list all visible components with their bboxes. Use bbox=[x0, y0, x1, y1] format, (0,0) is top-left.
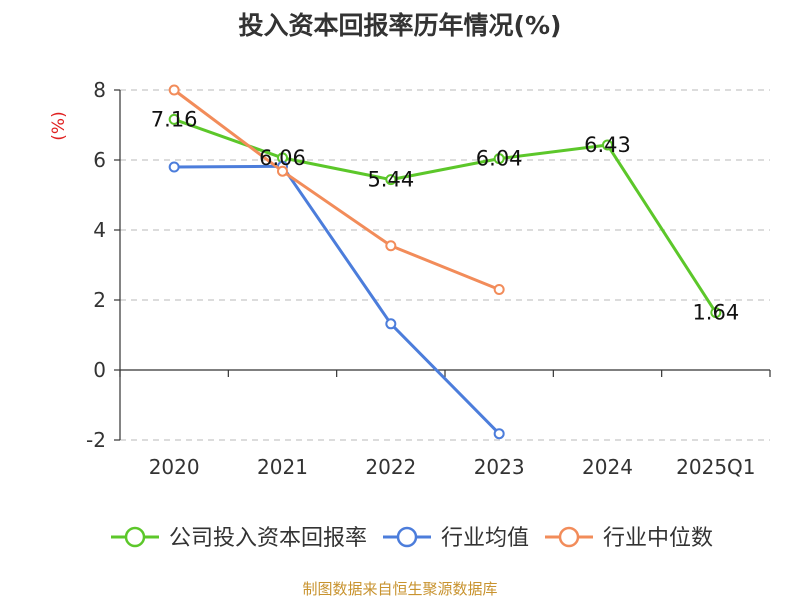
line-chart: -2 0 2 4 6 8 2020 2021 2022 2023 2024 2025Q1 (%) 7.1… bbox=[0, 0, 800, 600]
y-tick-label: 4 bbox=[93, 218, 106, 242]
data-label: 6.06 bbox=[259, 146, 306, 170]
legend-label: 公司投入资本回报率 bbox=[169, 526, 367, 551]
source-note: 制图数据来自恒生聚源数据库 bbox=[0, 578, 800, 599]
y-axis-unit-label: (%) bbox=[49, 111, 69, 140]
legend: 公司投入资本回报率 行业均值 行业中位数 bbox=[111, 526, 713, 551]
data-label: 6.43 bbox=[584, 133, 631, 157]
data-point bbox=[170, 163, 179, 172]
data-label: 7.16 bbox=[151, 107, 198, 131]
data-point bbox=[386, 319, 395, 328]
legend-label: 行业均值 bbox=[441, 526, 529, 551]
x-tick-label: 2020 bbox=[149, 455, 200, 479]
data-label: 5.44 bbox=[367, 168, 414, 192]
x-tick-label: 2025Q1 bbox=[676, 455, 755, 479]
x-tick-label: 2021 bbox=[257, 455, 308, 479]
grid-lines bbox=[120, 90, 770, 440]
series-lines bbox=[170, 86, 721, 439]
y-tick-label: 2 bbox=[93, 288, 106, 312]
data-label: 6.04 bbox=[476, 147, 523, 171]
legend-marker bbox=[560, 528, 578, 546]
x-tick-label: 2022 bbox=[365, 455, 416, 479]
legend-marker bbox=[398, 528, 416, 546]
data-point bbox=[386, 241, 395, 250]
data-point bbox=[495, 285, 504, 294]
data-label: 1.64 bbox=[692, 301, 739, 325]
y-tick-label: -2 bbox=[86, 428, 106, 452]
axes: -2 0 2 4 6 8 2020 2021 2022 2023 2024 2025Q1 (%) bbox=[49, 78, 770, 479]
y-tick-label: 0 bbox=[93, 358, 106, 382]
series-line-1 bbox=[174, 119, 716, 312]
data-point bbox=[495, 429, 504, 438]
x-tick-label: 2023 bbox=[474, 455, 525, 479]
data-point bbox=[170, 86, 179, 95]
y-tick-label: 8 bbox=[93, 78, 106, 102]
x-tick-label: 2024 bbox=[582, 455, 633, 479]
y-tick-label: 6 bbox=[93, 148, 106, 172]
series-line-3 bbox=[174, 90, 499, 290]
legend-marker bbox=[126, 528, 144, 546]
legend-label: 行业中位数 bbox=[603, 526, 713, 551]
